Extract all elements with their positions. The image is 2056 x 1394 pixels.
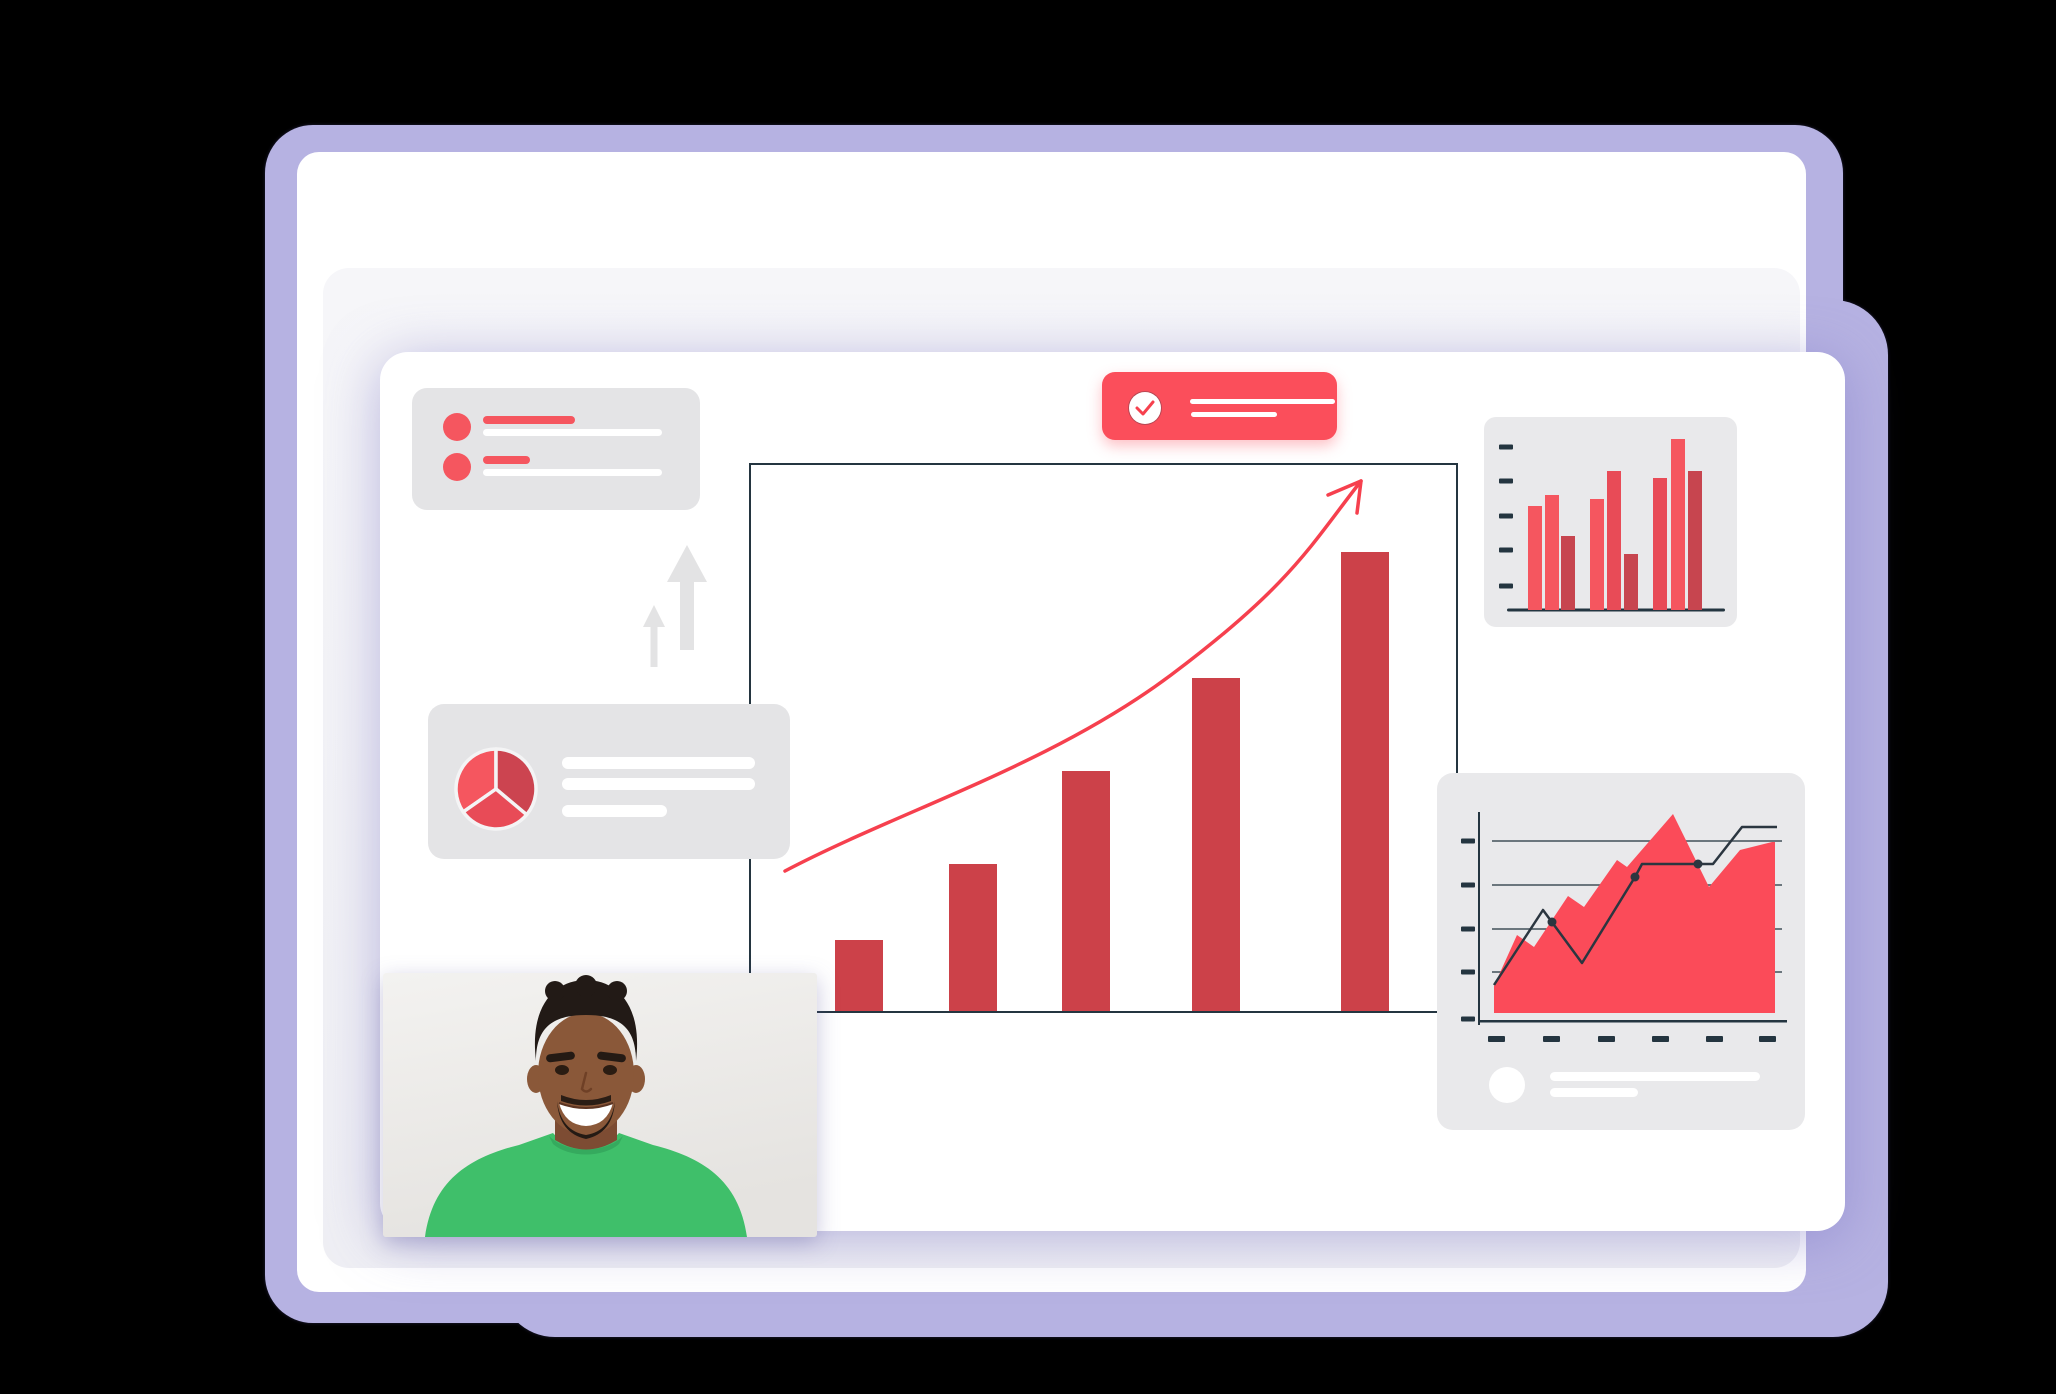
y-tick bbox=[1499, 478, 1513, 484]
mini-bar bbox=[1624, 554, 1638, 610]
eye bbox=[603, 1065, 617, 1075]
x-tick bbox=[1488, 1036, 1505, 1042]
y-tick bbox=[1461, 969, 1475, 975]
check-glyph bbox=[1135, 400, 1155, 416]
whiteline-placeholder bbox=[483, 469, 662, 476]
hair-curl bbox=[575, 975, 597, 997]
mustache bbox=[561, 1095, 611, 1106]
mini-bar bbox=[1528, 506, 1542, 610]
mini-bar-chart-card bbox=[1484, 417, 1737, 627]
bullet-dot bbox=[443, 413, 471, 441]
whiteline-placeholder bbox=[562, 778, 755, 790]
curly-hair bbox=[534, 980, 638, 1061]
mini-bar bbox=[1688, 471, 1702, 610]
trend-dot bbox=[1547, 917, 1557, 927]
bullet-list-card bbox=[412, 388, 700, 510]
eyebrow bbox=[546, 1051, 575, 1063]
x-tick bbox=[1543, 1036, 1560, 1042]
mini-bar bbox=[1671, 439, 1685, 610]
growth-bar bbox=[1062, 771, 1110, 1011]
smile bbox=[559, 1103, 613, 1126]
gridline bbox=[1492, 840, 1782, 842]
y-tick bbox=[1499, 513, 1513, 519]
eye bbox=[555, 1065, 569, 1075]
whiteline-placeholder bbox=[562, 805, 667, 817]
trend-dot bbox=[1693, 859, 1703, 869]
trend-dot bbox=[1630, 872, 1640, 882]
area-fill bbox=[1494, 814, 1775, 1013]
small-up-arrow bbox=[643, 605, 665, 667]
x-tick bbox=[1598, 1036, 1615, 1042]
growth-arrow bbox=[783, 479, 1363, 873]
bullet-dot bbox=[443, 453, 471, 481]
growth-bar bbox=[1341, 552, 1389, 1011]
y-tick bbox=[1461, 838, 1475, 844]
whiteline-placeholder bbox=[562, 757, 755, 769]
hair-curl bbox=[607, 981, 627, 1001]
redline-placeholder bbox=[483, 416, 575, 424]
mini-bar bbox=[1590, 499, 1604, 610]
check-icon bbox=[1129, 392, 1161, 424]
growth-bar bbox=[1192, 678, 1240, 1011]
mini-bar bbox=[1561, 536, 1575, 610]
pie-chart-card bbox=[428, 704, 790, 859]
main-bar-chart bbox=[749, 463, 1458, 1013]
redline-placeholder bbox=[483, 456, 530, 464]
whiteline-placeholder bbox=[1550, 1072, 1760, 1081]
mini-bar bbox=[1607, 471, 1621, 610]
mini-bar bbox=[1653, 478, 1667, 610]
pie-slice-right bbox=[494, 747, 538, 817]
trend-line bbox=[1492, 825, 1777, 986]
y-tick bbox=[1461, 882, 1475, 888]
area-trend-chart bbox=[1461, 812, 1787, 1103]
growth-bar bbox=[835, 940, 883, 1011]
whiteline-placeholder bbox=[1550, 1088, 1638, 1097]
green-shirt bbox=[425, 1133, 747, 1237]
x-tick bbox=[1706, 1036, 1723, 1042]
x-tick bbox=[1759, 1036, 1776, 1042]
lip-line bbox=[558, 1102, 614, 1109]
up-arrows-icon bbox=[643, 545, 707, 667]
portrait-illustration bbox=[383, 973, 817, 1237]
pie-slice-bottom bbox=[461, 787, 529, 831]
banner-text-line bbox=[1190, 399, 1335, 404]
y-tick bbox=[1461, 1016, 1475, 1022]
big-up-arrow bbox=[667, 545, 707, 650]
mini-bar bbox=[1545, 495, 1559, 610]
banner-text-line bbox=[1191, 412, 1277, 417]
portrait-photo bbox=[383, 973, 817, 1237]
whiteline-placeholder bbox=[483, 429, 662, 436]
pie-slice-top-left bbox=[454, 747, 498, 814]
x-tick bbox=[1652, 1036, 1669, 1042]
nose bbox=[580, 1071, 593, 1093]
growth-arrow-curve bbox=[783, 479, 1363, 873]
goatee bbox=[557, 1101, 615, 1139]
y-tick bbox=[1499, 547, 1513, 553]
pie-chart bbox=[454, 747, 538, 831]
y-axis bbox=[1478, 812, 1480, 1025]
y-tick bbox=[1461, 926, 1475, 932]
growth-arrow-head bbox=[1326, 479, 1363, 515]
avatar bbox=[1489, 1067, 1525, 1103]
y-tick bbox=[1499, 583, 1513, 589]
notification-banner[interactable] bbox=[1102, 372, 1337, 440]
x-axis bbox=[1478, 1020, 1787, 1023]
area-chart-card bbox=[1437, 773, 1805, 1130]
eyebrow bbox=[597, 1051, 626, 1063]
growth-bar bbox=[949, 864, 997, 1011]
shirt-collar bbox=[549, 1136, 623, 1155]
y-tick bbox=[1499, 444, 1513, 450]
hair-curl bbox=[545, 981, 565, 1001]
mini-bar-chart bbox=[1499, 439, 1725, 612]
